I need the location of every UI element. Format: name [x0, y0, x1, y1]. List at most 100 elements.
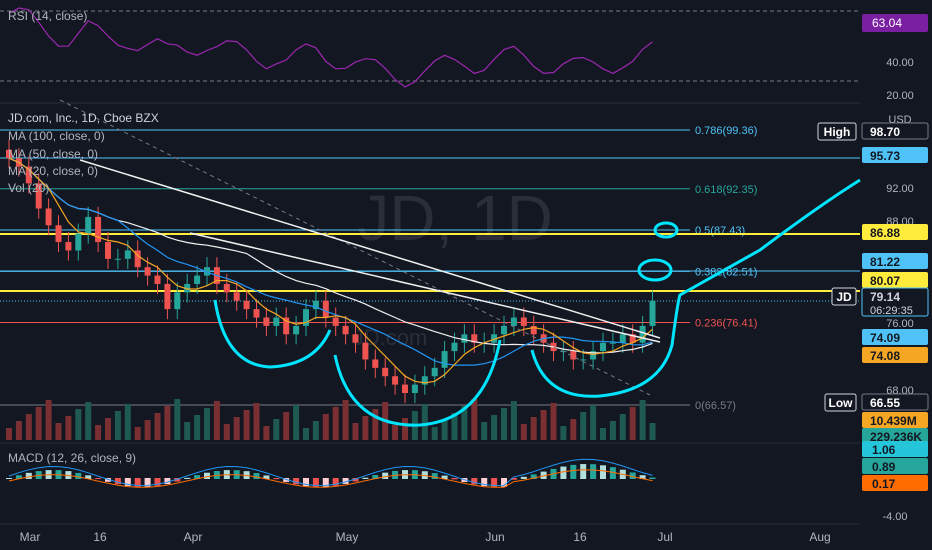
candle-body — [411, 384, 418, 394]
volume-bar — [322, 414, 329, 440]
candle-body — [263, 317, 270, 326]
macd-bar — [629, 472, 636, 479]
volume-bar — [491, 415, 498, 440]
price-badge: 86.88 — [870, 226, 900, 240]
macd-bar — [293, 478, 300, 485]
volume-bar — [441, 420, 448, 440]
volume-bar — [65, 416, 72, 440]
time-tick: Aug — [809, 530, 830, 544]
candle-body — [75, 233, 82, 251]
candle-body — [322, 300, 329, 318]
candle-body — [580, 359, 587, 361]
rsi-badge: 63.04 — [872, 16, 902, 30]
macd-bar — [649, 477, 656, 479]
macd-bar — [15, 475, 22, 479]
volume-bar — [164, 406, 171, 440]
macd-bar — [362, 477, 369, 479]
white-trendline-1[interactable] — [79, 159, 661, 339]
candle-body — [293, 325, 300, 335]
price-badge: 66.55 — [870, 396, 900, 410]
volume-bar — [124, 404, 131, 440]
volume-bar — [204, 408, 210, 440]
candle-body — [204, 267, 210, 276]
ma100-legend: MA (100, close, 0) — [8, 129, 105, 143]
white-trendline-2[interactable] — [189, 232, 661, 343]
macd-bar — [510, 478, 517, 480]
macd-bar — [114, 478, 121, 485]
price-badge-bg — [862, 272, 928, 288]
candle-body — [45, 208, 52, 226]
target-circle-upper — [653, 221, 679, 239]
candle-body — [25, 166, 32, 184]
candle-body — [352, 334, 359, 343]
price-badge: 80.07 — [870, 274, 900, 288]
volume-bar — [95, 425, 102, 440]
macd-bar — [382, 472, 389, 479]
price-badge: 95.73 — [870, 149, 900, 163]
price-axis[interactable]: USD40.0020.0063.0492.0088.0076.0068.0098… — [817, 14, 929, 523]
volume-bar — [154, 413, 161, 440]
volume-bar — [649, 423, 656, 440]
ma20-legend: MA (20, close, 0) — [8, 164, 98, 178]
rsi-tick: 40.00 — [886, 57, 914, 69]
candle-body — [303, 309, 309, 326]
macd-bar — [273, 478, 280, 480]
candle-body — [6, 149, 12, 159]
macd-bar — [441, 475, 448, 479]
macd-badge-bg — [862, 475, 928, 491]
price-badge-bg — [861, 122, 929, 140]
volume-bar — [501, 408, 507, 440]
macd-bar — [164, 478, 171, 485]
symbol-title: JD.com, Inc., 1D, Cboe BZX — [8, 111, 159, 125]
candle-body — [372, 359, 379, 368]
volume-bar — [510, 401, 517, 440]
macd-bar — [600, 465, 606, 479]
candle-body — [105, 242, 111, 259]
price-badge-bg — [861, 393, 929, 411]
watermark: JD, 1D — [357, 182, 553, 254]
candle-body — [273, 317, 280, 326]
fib-label: 0.786(99.36) — [695, 125, 757, 137]
volume-bar — [75, 409, 82, 440]
price-badge-bg — [861, 287, 929, 317]
volume-bar — [520, 424, 527, 440]
volume-bar — [570, 419, 577, 440]
candle-body — [35, 183, 42, 209]
price-badge: 79.14 — [870, 290, 900, 304]
macd-badge-bg — [862, 441, 928, 457]
volume-bar — [105, 418, 111, 440]
volume-bar — [421, 404, 428, 440]
candle-body — [491, 334, 498, 343]
price-tick: 92.00 — [886, 183, 914, 195]
candle-body — [382, 367, 389, 377]
fib-label: 0.618(92.35) — [695, 184, 757, 196]
candle-body — [600, 342, 606, 352]
left-shoulder-annotation — [213, 299, 332, 369]
volume-bar — [431, 427, 438, 440]
signal-line — [8, 469, 653, 488]
candle-body — [253, 309, 260, 318]
candle-body — [461, 334, 468, 343]
rsi-tick: 20.00 — [886, 90, 914, 102]
macd-bar — [491, 478, 498, 487]
price-badge-tag-bg — [824, 393, 857, 412]
vol-legend: Vol (20) — [8, 181, 49, 195]
candle-body — [520, 317, 527, 326]
price-badge: 10.439M — [870, 414, 917, 428]
macd-bar — [530, 474, 537, 479]
volume-bar — [35, 407, 42, 440]
volume-bar — [114, 411, 121, 440]
macd-line — [8, 458, 653, 487]
price-badge-tag-bg — [817, 122, 857, 141]
rsi-badge-bg — [862, 14, 928, 32]
macd-bar — [540, 471, 547, 479]
volume-bar — [25, 414, 32, 440]
candle-body — [243, 300, 250, 310]
candle-body — [223, 283, 230, 293]
candle-body — [144, 267, 151, 276]
volume-bar — [372, 409, 379, 440]
dashed-trendline[interactable] — [59, 99, 651, 396]
time-tick: May — [336, 530, 359, 544]
time-axis[interactable]: Mar 16 Apr May Jun 16 Jul Aug — [20, 530, 831, 544]
